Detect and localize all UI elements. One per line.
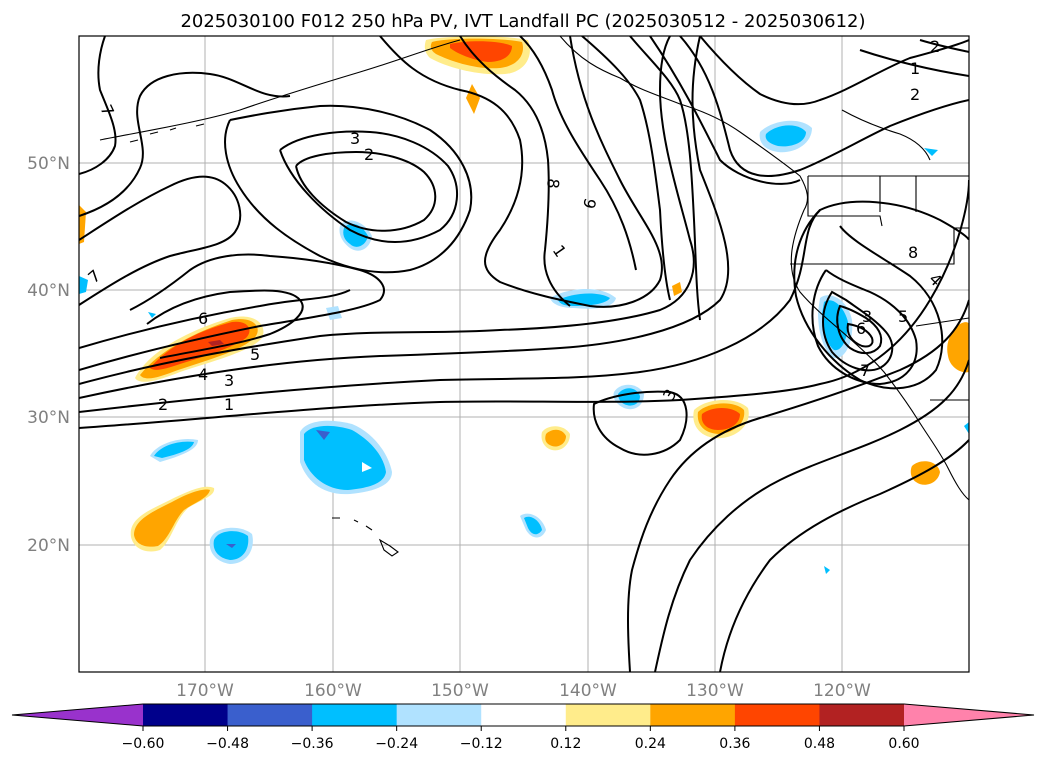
lon-label: 130°W bbox=[686, 681, 744, 701]
colorbar-tick-label: 0.48 bbox=[804, 736, 835, 752]
lon-label: 140°W bbox=[559, 681, 617, 701]
contour-label: 2 bbox=[930, 37, 940, 56]
colorbar-tick-label: 0.60 bbox=[888, 736, 919, 752]
colorbar-bin bbox=[565, 704, 651, 726]
map-border bbox=[78, 35, 970, 673]
contour-label: 5 bbox=[898, 307, 908, 326]
contour-label: 3 bbox=[224, 371, 234, 390]
colorbar-tick-label: 0.24 bbox=[635, 736, 666, 752]
longitude-labels: 170°W 160°W 150°W 140°W 130°W 120°W bbox=[176, 681, 871, 701]
pv-contours bbox=[79, 36, 969, 672]
contour-label: 6 bbox=[856, 319, 866, 338]
colorbar-tick-label: −0.12 bbox=[460, 736, 503, 752]
lon-label: 120°W bbox=[813, 681, 871, 701]
colorbar bbox=[11, 703, 1035, 727]
colorbar-bin bbox=[227, 704, 313, 726]
lat-label: 20°N bbox=[27, 536, 70, 556]
contour-label: 6 bbox=[198, 309, 208, 328]
contour-label: 8 bbox=[543, 178, 563, 190]
contour-label: 3 bbox=[862, 307, 872, 326]
contour-label: 4 bbox=[198, 365, 208, 384]
colorbar-tick-label: −0.48 bbox=[206, 736, 249, 752]
contour-label: 1 bbox=[224, 395, 234, 414]
contour-label: 3 bbox=[350, 129, 360, 148]
contour-label: 2 bbox=[158, 395, 168, 414]
colorbar-tick-label: 0.12 bbox=[550, 736, 581, 752]
chart-title: 2025030100 F012 250 hPa PV, IVT Landfall… bbox=[180, 11, 865, 32]
contour-label: 6 bbox=[580, 196, 601, 211]
colorbar-tick-label: 0.36 bbox=[719, 736, 750, 752]
map-panel: 7 3 2 6 5 4 3 2 1 7 8 6 1 3 2 1 2 8 4 3 bbox=[78, 35, 970, 673]
colorbar-ticks: −0.60 −0.48 −0.36 −0.24 −0.12 0.12 0.24 0.36 0.4… bbox=[122, 726, 920, 752]
colorbar-extend-high bbox=[904, 704, 1034, 726]
colorbar-bin bbox=[650, 704, 736, 726]
contour-label: 5 bbox=[250, 345, 260, 364]
lon-label: 150°W bbox=[431, 681, 489, 701]
colorbar-bin bbox=[143, 704, 229, 726]
contour-label: 2 bbox=[910, 85, 920, 104]
contour-label: 1 bbox=[910, 59, 920, 78]
lon-label: 170°W bbox=[176, 681, 234, 701]
lon-label: 160°W bbox=[304, 681, 362, 701]
contour-label: 7 bbox=[860, 361, 870, 380]
colorbar-bin bbox=[396, 704, 482, 726]
lat-label: 40°N bbox=[27, 281, 70, 301]
colorbar-bin bbox=[312, 704, 398, 726]
colorbar-tick-label: −0.60 bbox=[122, 736, 165, 752]
latitude-labels: 50°N 40°N 30°N 20°N bbox=[27, 154, 70, 556]
colorbar-tick-label: −0.24 bbox=[375, 736, 418, 752]
lat-label: 30°N bbox=[27, 408, 70, 428]
colorbar-tick-label: −0.36 bbox=[291, 736, 334, 752]
contour-label: 2 bbox=[364, 145, 374, 164]
colorbar-bin bbox=[819, 704, 905, 726]
colorbar-extend-low bbox=[12, 704, 143, 726]
contour-label: 8 bbox=[908, 243, 918, 262]
colorbar-bin bbox=[734, 704, 820, 726]
lat-label: 50°N bbox=[27, 154, 70, 174]
colorbar-bin bbox=[481, 704, 567, 726]
